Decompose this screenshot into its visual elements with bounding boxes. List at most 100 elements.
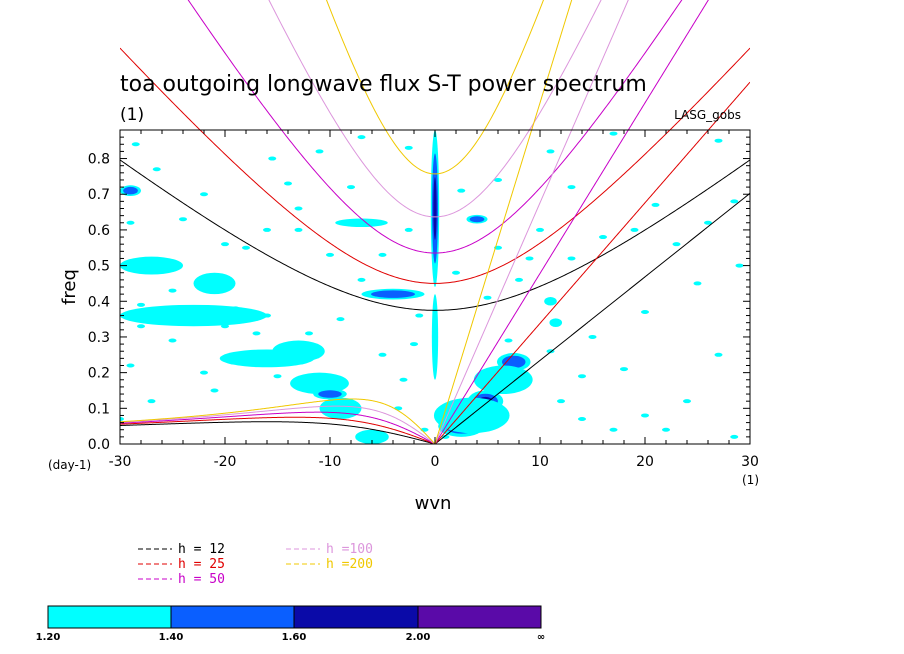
power-speck-74 bbox=[404, 145, 413, 150]
rossby-curve-12 bbox=[120, 421, 436, 444]
power-speck-9 bbox=[231, 306, 240, 311]
power-speck-18 bbox=[404, 227, 413, 232]
y-tick-label: 0.5 bbox=[88, 259, 110, 275]
power-speck-29 bbox=[410, 342, 418, 347]
power-speck-12 bbox=[221, 324, 229, 329]
rossby-curve-25 bbox=[120, 416, 436, 444]
power-region-11-level-1 bbox=[370, 290, 416, 298]
power-region-6-level-0 bbox=[473, 365, 533, 395]
y-units-label: (day-1) bbox=[48, 458, 91, 472]
power-speck-39 bbox=[704, 220, 712, 225]
power-speck-43 bbox=[714, 352, 723, 357]
power-speck-34 bbox=[567, 256, 576, 261]
power-speck-76 bbox=[714, 138, 723, 143]
power-speck-66 bbox=[168, 288, 177, 293]
power-speck-27 bbox=[399, 377, 408, 382]
power-region-13-level-0 bbox=[120, 304, 267, 327]
power-speck-17 bbox=[378, 252, 387, 257]
chart-subtitle-left: (1) bbox=[120, 105, 144, 125]
x-axis-label: wvn bbox=[415, 493, 452, 514]
x-tick-label: -20 bbox=[214, 454, 237, 470]
chart-subtitle-right: LASG_gobs bbox=[674, 108, 741, 122]
power-speck-33 bbox=[525, 256, 534, 261]
power-speck-1 bbox=[152, 167, 161, 172]
colorbar-swatch bbox=[170, 605, 295, 629]
axis-ticks: -30 -20 -10 0 10 20 30 0.0 0.1 0.2 0.3 0.4 0.5 0.6 0.7… bbox=[88, 130, 759, 470]
power-speck-22 bbox=[268, 156, 277, 161]
power-speck-77 bbox=[641, 309, 649, 314]
power-speck-40 bbox=[730, 199, 739, 204]
power-region-4-level-1 bbox=[501, 355, 526, 369]
y-tick-label: 0.1 bbox=[88, 401, 110, 417]
power-region-21-level-0 bbox=[549, 318, 563, 327]
y-tick-label: 0.6 bbox=[88, 223, 110, 239]
power-region-12-level-0 bbox=[335, 218, 388, 228]
power-speck-19 bbox=[326, 252, 334, 257]
power-speck-53 bbox=[536, 227, 544, 232]
x-tick-label: -30 bbox=[109, 454, 132, 470]
y-axis-label: freq bbox=[59, 269, 80, 305]
power-speck-67 bbox=[126, 220, 135, 225]
colorbar-label: 2.00 bbox=[406, 632, 431, 643]
power-region-17-level-0 bbox=[193, 272, 236, 295]
power-region-1-level-0 bbox=[431, 294, 439, 380]
inertia-gravity-curve-25 bbox=[120, 47, 750, 284]
power-speck-54 bbox=[567, 185, 576, 190]
y-tick-label: 0.7 bbox=[88, 187, 110, 203]
y-tick-label: 0.0 bbox=[88, 437, 110, 453]
power-region-16-level-0 bbox=[120, 256, 183, 275]
power-speck-61 bbox=[263, 313, 271, 318]
power-speck-28 bbox=[394, 406, 403, 411]
power-speck-31 bbox=[452, 270, 460, 275]
power-speck-71 bbox=[620, 367, 628, 372]
y-tick-label: 0.2 bbox=[88, 366, 110, 382]
power-speck-4 bbox=[221, 242, 229, 247]
power-speck-48 bbox=[730, 434, 739, 439]
power-speck-3 bbox=[200, 192, 208, 197]
power-speck-5 bbox=[242, 245, 250, 250]
colorbar-label: 1.60 bbox=[282, 632, 307, 643]
power-speck-26 bbox=[378, 352, 387, 357]
curves-clip-group bbox=[120, 0, 750, 444]
kelvin-curve-50 bbox=[434, 0, 709, 444]
power-speck-64 bbox=[126, 363, 135, 368]
power-region-0-level-2 bbox=[433, 177, 437, 240]
power-speck-16 bbox=[357, 277, 366, 282]
kelvin-curve-25 bbox=[434, 81, 750, 444]
colorbar-label: 1.20 bbox=[36, 632, 61, 643]
rossby-curve-200 bbox=[120, 398, 436, 444]
colorbar-swatch bbox=[293, 605, 419, 629]
power-speck-6 bbox=[263, 227, 271, 232]
power-speck-30 bbox=[415, 313, 424, 318]
colorbar-label: ∞ bbox=[537, 632, 545, 643]
dispersion-curves bbox=[120, 0, 750, 444]
power-region-20-level-0 bbox=[544, 296, 557, 306]
power-speck-58 bbox=[483, 295, 492, 300]
power-speck-62 bbox=[210, 388, 219, 393]
colorbar-label: 1.40 bbox=[159, 632, 184, 643]
power-speck-56 bbox=[494, 177, 502, 182]
power-speck-36 bbox=[630, 227, 639, 232]
power-speck-35 bbox=[599, 235, 607, 240]
kelvin-curve-200 bbox=[434, 0, 573, 444]
power-speck-46 bbox=[609, 427, 618, 432]
power-speck-49 bbox=[578, 417, 586, 422]
power-speck-60 bbox=[347, 185, 355, 190]
y-tick-label: 0.8 bbox=[88, 152, 110, 168]
power-speck-68 bbox=[120, 417, 124, 422]
power-speck-37 bbox=[651, 202, 660, 207]
power-region-19-level-1 bbox=[469, 216, 485, 223]
power-speck-24 bbox=[200, 370, 208, 375]
x-units-label: (1) bbox=[742, 473, 759, 487]
inertia-gravity-curve-100 bbox=[268, 0, 602, 218]
power-speck-10 bbox=[168, 338, 177, 343]
x-tick-label: 0 bbox=[431, 454, 440, 470]
power-speck-7 bbox=[284, 181, 292, 186]
power-speck-25 bbox=[273, 374, 282, 379]
power-speck-15 bbox=[336, 317, 345, 322]
legend-label: h = 50 bbox=[178, 572, 225, 587]
power-speck-63 bbox=[147, 399, 156, 404]
power-region-15-level-0 bbox=[272, 340, 325, 362]
y-tick-label: 0.4 bbox=[88, 294, 110, 310]
